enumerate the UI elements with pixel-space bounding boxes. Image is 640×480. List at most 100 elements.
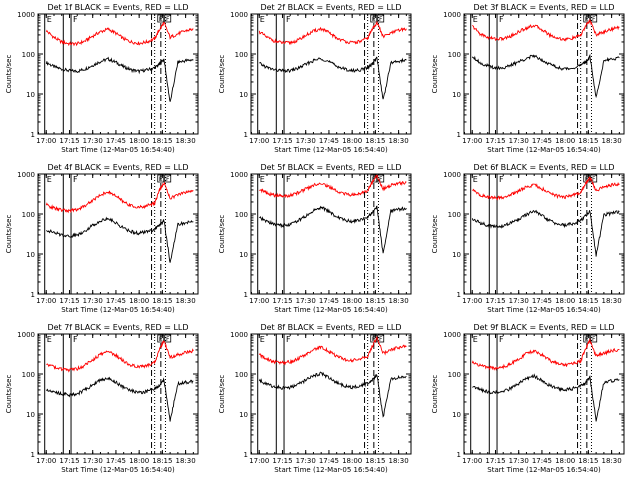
x-axis-label: Start Time (12-Mar-05 16:54:40) [274,146,388,154]
lld-series-line [258,21,407,46]
x-tick-label: 18:00 [555,457,575,465]
y-tick-label: 10 [26,91,35,99]
y-axis-label: Counts/sec [5,215,13,254]
events-series-line [259,205,407,254]
x-axis-label: Start Time (12-Mar-05 16:54:40) [487,146,601,154]
plot-frame [463,333,625,455]
plot-frame [250,333,412,455]
x-axis-label: Start Time (12-Mar-05 16:54:40) [61,146,175,154]
x-tick-label: 17:15 [272,457,292,465]
chart-title: Det 5f BLACK = Events, RED = LLD [260,163,401,172]
flare-marker-label: F [166,16,170,23]
chart-panel: Det 2f BLACK = Events, RED = LLD 1 10 100 10… [218,3,412,154]
events-series-line [471,209,620,257]
y-tick-label: 100 [22,51,35,59]
flare-marker-box [590,14,598,23]
x-tick-label: 17:00 [36,297,56,305]
flare-marker-label: E [159,176,163,183]
flare-marker-box [583,14,591,23]
time-marker-label: F [73,335,78,344]
time-marker-label: F [73,175,78,184]
events-series-line [472,373,620,422]
y-tick-label: 1 [31,451,35,459]
flare-marker-label: F [592,336,596,343]
x-tick-label: 17:45 [532,297,552,305]
y-axis-label: Counts/sec [218,55,226,94]
flare-marker-box [164,174,172,183]
plot-frame [250,173,412,295]
x-axis-label: Start Time (12-Mar-05 16:54:40) [487,306,601,314]
y-tick-label: 10 [452,411,461,419]
y-axis-label: Counts/sec [5,375,13,414]
y-tick-label: 100 [448,51,461,59]
flare-marker-label: E [585,176,589,183]
y-tick-label: 1000 [230,171,248,179]
flare-marker-label: F [166,336,170,343]
y-tick-label: 1 [244,451,248,459]
y-axis-label: Counts/sec [431,55,439,94]
plot-frame [463,173,625,295]
x-tick-label: 17:15 [485,137,505,145]
time-marker-label: E [47,15,52,24]
events-series-line [258,371,407,418]
x-tick-label: 17:15 [59,297,79,305]
time-marker-label: E [473,335,478,344]
x-tick-label: 18:15 [152,297,172,305]
y-tick-label: 1000 [230,11,248,19]
x-tick-label: 17:30 [296,297,316,305]
chart-panel: Det 9f BLACK = Events, RED = LLD 1 10 100 10… [431,323,625,474]
x-tick-label: 18:00 [342,297,362,305]
x-tick-label: 17:30 [296,457,316,465]
x-tick-label: 17:15 [272,297,292,305]
x-tick-label: 17:15 [59,457,79,465]
x-tick-label: 17:15 [59,137,79,145]
x-tick-label: 17:00 [36,137,56,145]
x-tick-label: 18:30 [389,297,409,305]
x-tick-label: 17:45 [106,457,126,465]
x-tick-label: 17:00 [462,297,482,305]
flare-marker-box [583,334,591,343]
flare-marker-box [157,334,165,343]
x-axis-label: Start Time (12-Mar-05 16:54:40) [274,466,388,474]
x-tick-label: 17:45 [106,297,126,305]
lld-series-line [472,18,620,42]
x-tick-label: 17:30 [83,457,103,465]
y-tick-label: 100 [22,371,35,379]
x-tick-label: 18:15 [152,137,172,145]
x-axis-label: Start Time (12-Mar-05 16:54:40) [274,306,388,314]
chart-panel: Det 8f BLACK = Events, RED = LLD 1 10 100 10… [218,323,412,474]
flare-marker-box [590,334,598,343]
time-marker-label: F [499,175,504,184]
y-tick-label: 10 [26,251,35,259]
time-marker-label: F [286,335,291,344]
y-tick-label: 1000 [17,171,35,179]
x-tick-label: 18:30 [602,297,622,305]
lld-series-line [258,335,407,366]
x-tick-label: 17:45 [319,297,339,305]
x-tick-label: 17:30 [83,297,103,305]
chart-title: Det 1f BLACK = Events, RED = LLD [47,3,188,12]
time-marker-label: F [499,335,504,344]
x-tick-label: 17:15 [485,297,505,305]
x-tick-label: 18:15 [152,457,172,465]
lld-series-line [472,176,620,201]
time-marker-label: F [286,175,291,184]
flare-marker-box [377,14,385,23]
x-tick-label: 17:00 [462,137,482,145]
x-tick-label: 17:00 [249,137,269,145]
chart-panel: Det 3f BLACK = Events, RED = LLD 1 10 100 10… [431,3,625,154]
x-tick-label: 17:45 [319,137,339,145]
flare-marker-label: E [585,16,589,23]
x-tick-label: 17:30 [509,457,529,465]
time-marker-label: E [47,175,52,184]
x-tick-label: 18:00 [129,297,149,305]
x-tick-label: 18:15 [578,457,598,465]
x-tick-label: 18:15 [365,457,385,465]
y-tick-label: 100 [235,51,248,59]
x-tick-label: 18:00 [342,137,362,145]
x-tick-label: 18:15 [365,297,385,305]
flare-marker-label: F [592,176,596,183]
events-series-line [45,56,194,102]
x-tick-label: 18:00 [555,297,575,305]
